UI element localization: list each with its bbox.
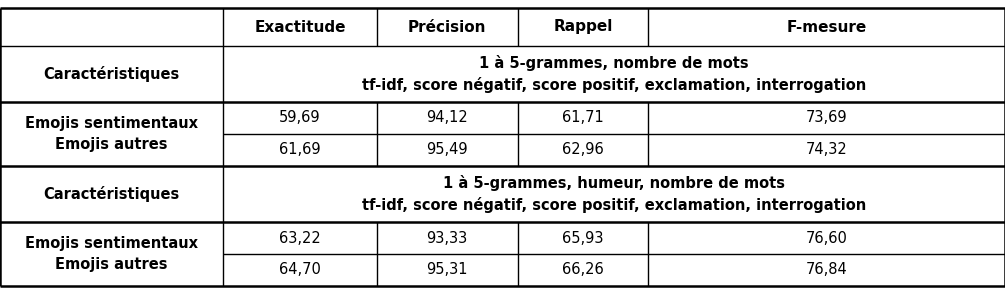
Text: tf-idf, score négatif, score positif, exclamation, interrogation: tf-idf, score négatif, score positif, ex…	[362, 77, 866, 93]
Text: F-mesure: F-mesure	[787, 20, 866, 35]
Text: 76,60: 76,60	[806, 230, 847, 245]
Text: 74,32: 74,32	[806, 143, 847, 158]
Text: 64,70: 64,70	[279, 263, 321, 278]
Text: Emojis sentimentaux: Emojis sentimentaux	[25, 237, 198, 252]
Text: Emojis sentimentaux: Emojis sentimentaux	[25, 116, 198, 131]
Text: 1 à 5-grammes, humeur, nombre de mots: 1 à 5-grammes, humeur, nombre de mots	[443, 175, 785, 191]
Text: Emojis autres: Emojis autres	[55, 257, 168, 272]
Text: 76,84: 76,84	[806, 263, 847, 278]
Text: 61,71: 61,71	[562, 110, 604, 125]
Text: 94,12: 94,12	[426, 110, 468, 125]
Text: Rappel: Rappel	[553, 20, 613, 35]
Text: 66,26: 66,26	[562, 263, 604, 278]
Text: Exactitude: Exactitude	[254, 20, 346, 35]
Text: 95,31: 95,31	[426, 263, 468, 278]
Text: 93,33: 93,33	[426, 230, 468, 245]
Text: 59,69: 59,69	[279, 110, 321, 125]
Text: 73,69: 73,69	[806, 110, 847, 125]
Text: Caractéristiques: Caractéristiques	[43, 186, 180, 202]
Text: 63,22: 63,22	[279, 230, 321, 245]
Text: 61,69: 61,69	[279, 143, 321, 158]
Text: 1 à 5-grammes, nombre de mots: 1 à 5-grammes, nombre de mots	[479, 55, 749, 71]
Text: 95,49: 95,49	[426, 143, 468, 158]
Text: tf-idf, score négatif, score positif, exclamation, interrogation: tf-idf, score négatif, score positif, ex…	[362, 197, 866, 213]
Text: 62,96: 62,96	[562, 143, 604, 158]
Text: Caractéristiques: Caractéristiques	[43, 66, 180, 82]
Text: 65,93: 65,93	[562, 230, 604, 245]
Text: Emojis autres: Emojis autres	[55, 136, 168, 151]
Text: Précision: Précision	[408, 20, 486, 35]
